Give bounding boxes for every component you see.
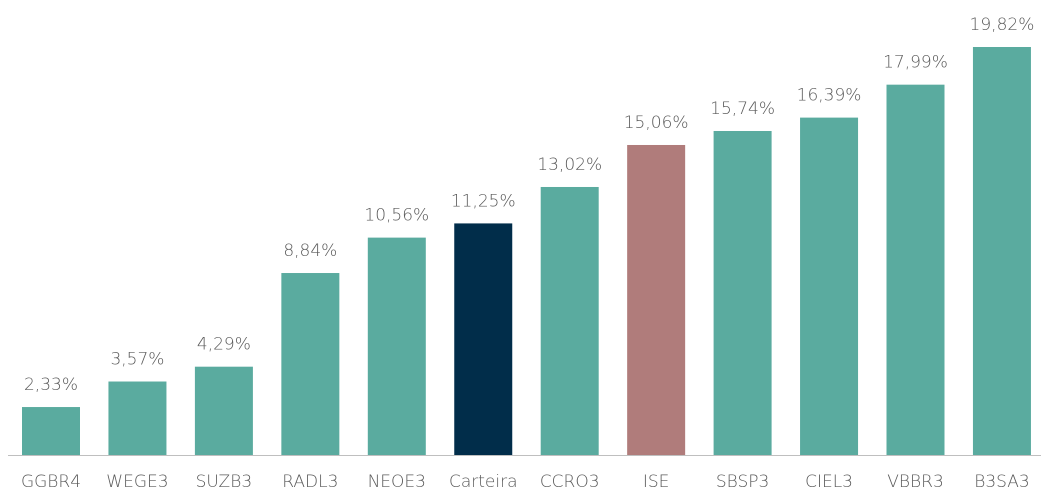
x-tick-label: VBBR3 — [887, 472, 944, 492]
bar — [22, 407, 80, 455]
value-label: 15,06% — [624, 113, 689, 133]
value-label: 4,29% — [197, 335, 251, 355]
x-tick-label: SUZB3 — [196, 472, 253, 492]
bar — [108, 381, 167, 455]
bar — [454, 223, 513, 455]
x-tick-label: SBSP3 — [716, 472, 769, 492]
bar — [281, 273, 340, 455]
value-label: 11,25% — [451, 191, 516, 211]
value-label: 13,02% — [537, 155, 602, 175]
x-tick-label: GGBR4 — [21, 472, 81, 492]
bar — [713, 130, 772, 455]
value-label: 3,57% — [110, 350, 164, 370]
value-label: 15,74% — [710, 99, 775, 119]
x-tick-label: Carteira — [449, 472, 518, 492]
bar — [367, 237, 426, 455]
x-tick-label: NEOE3 — [368, 472, 426, 492]
bar — [800, 117, 859, 455]
x-tick-label: WEGE3 — [106, 472, 168, 492]
bar — [972, 47, 1031, 455]
value-label: 19,82% — [970, 15, 1035, 35]
value-label: 8,84% — [283, 241, 337, 261]
bar — [627, 144, 686, 455]
bar — [194, 366, 253, 455]
bar — [886, 84, 945, 456]
value-label: 10,56% — [364, 206, 429, 226]
value-label: 16,39% — [797, 86, 862, 106]
x-tick-label: CIEL3 — [805, 472, 853, 492]
value-label: 2,33% — [24, 375, 78, 395]
x-tick-label: CCRO3 — [540, 472, 600, 492]
value-label: 17,99% — [883, 53, 948, 73]
bar — [540, 186, 599, 456]
x-tick-label: ISE — [643, 472, 670, 492]
x-tick-label: RADL3 — [282, 472, 338, 492]
x-tick-label: B3SA3 — [974, 472, 1030, 492]
